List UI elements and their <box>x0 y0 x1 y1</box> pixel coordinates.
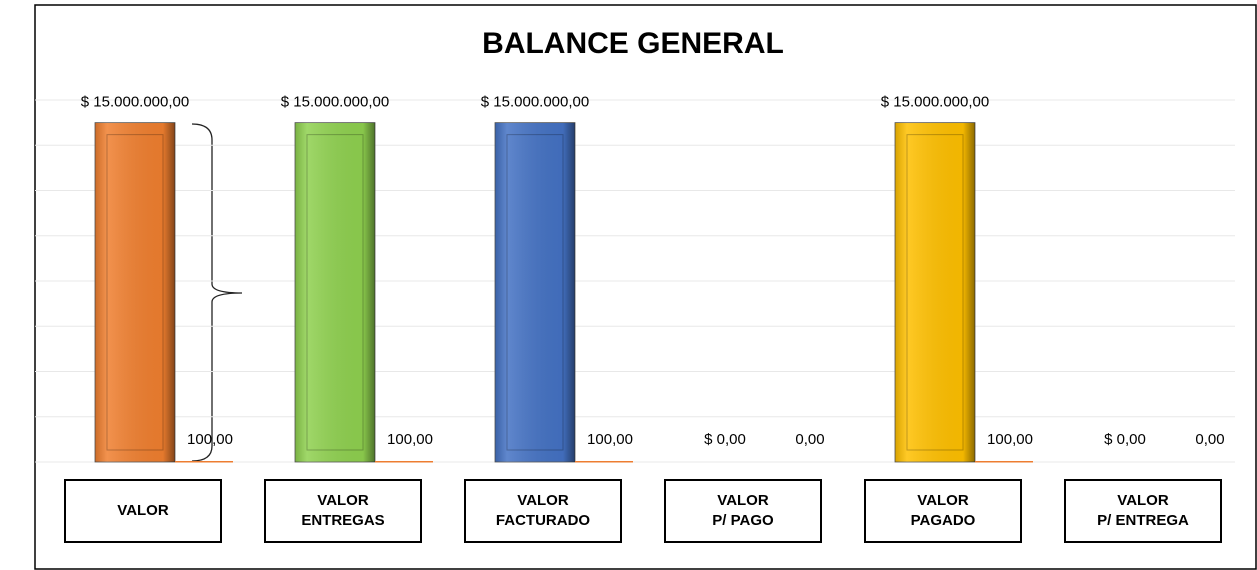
brace <box>191 123 243 462</box>
x-tick-label-line: VALOR <box>117 502 169 519</box>
bar-bevel <box>106 134 164 451</box>
category-box <box>664 479 822 543</box>
x-tick-label: VALOR P/ PAGO <box>712 492 774 529</box>
value-label: 100,00 <box>187 431 233 448</box>
bar-secondary <box>975 460 1033 463</box>
bar-shade <box>95 122 175 462</box>
bar-secondary <box>775 461 833 463</box>
bar-bevel <box>306 134 364 451</box>
value-label: 100,00 <box>387 431 433 448</box>
value-label: $ 15.000.000,00 <box>881 94 989 111</box>
value-label: $ 0,00 <box>1104 431 1146 448</box>
bar-shade <box>295 122 375 462</box>
x-tick-label-line: VALOR <box>517 492 569 509</box>
x-tick-label-line: P/ PAGO <box>712 512 774 529</box>
bar-secondary <box>375 460 433 463</box>
chart-frame <box>34 4 1257 570</box>
value-label: $ 15.000.000,00 <box>281 94 389 111</box>
value-label: 100,00 <box>587 431 633 448</box>
category-box <box>1064 479 1222 543</box>
x-tick-label: VALOR <box>117 502 169 519</box>
category-box <box>864 479 1022 543</box>
x-tick-label-line: VALOR <box>717 492 769 509</box>
bar-shade <box>495 122 575 462</box>
value-label: $ 15.000.000,00 <box>81 94 189 111</box>
value-label: $ 15.000.000,00 <box>481 94 589 111</box>
category-box <box>64 479 222 543</box>
x-tick-label-line: ENTREGAS <box>301 512 384 529</box>
value-label: $ 0,00 <box>704 431 746 448</box>
x-tick-label-line: VALOR <box>917 492 969 509</box>
bar-secondary <box>1175 461 1233 463</box>
category-box <box>464 479 622 543</box>
value-label: 0,00 <box>1195 431 1224 448</box>
bar-bevel <box>506 134 564 451</box>
x-tick-label: VALOR P/ ENTREGA <box>1097 492 1189 529</box>
x-tick-label: VALOR ENTREGAS <box>301 492 384 529</box>
chart-title: BALANCE GENERAL <box>482 27 784 60</box>
bar-shade <box>895 122 975 462</box>
bar-secondary <box>175 460 233 463</box>
category-box <box>264 479 422 543</box>
x-tick-label-line: VALOR <box>317 492 369 509</box>
x-tick-label-line: VALOR <box>1117 492 1169 509</box>
x-tick-label: VALOR PAGADO <box>911 492 976 529</box>
x-tick-label-line: P/ ENTREGA <box>1097 512 1189 529</box>
x-tick-label-line: PAGADO <box>911 512 976 529</box>
x-tick-label: VALOR FACTURADO <box>496 492 590 529</box>
value-label: 0,00 <box>795 431 824 448</box>
bar-secondary <box>575 460 633 463</box>
bar-bevel <box>906 134 964 451</box>
value-label: 100,00 <box>987 431 1033 448</box>
x-tick-label-line: FACTURADO <box>496 512 590 529</box>
